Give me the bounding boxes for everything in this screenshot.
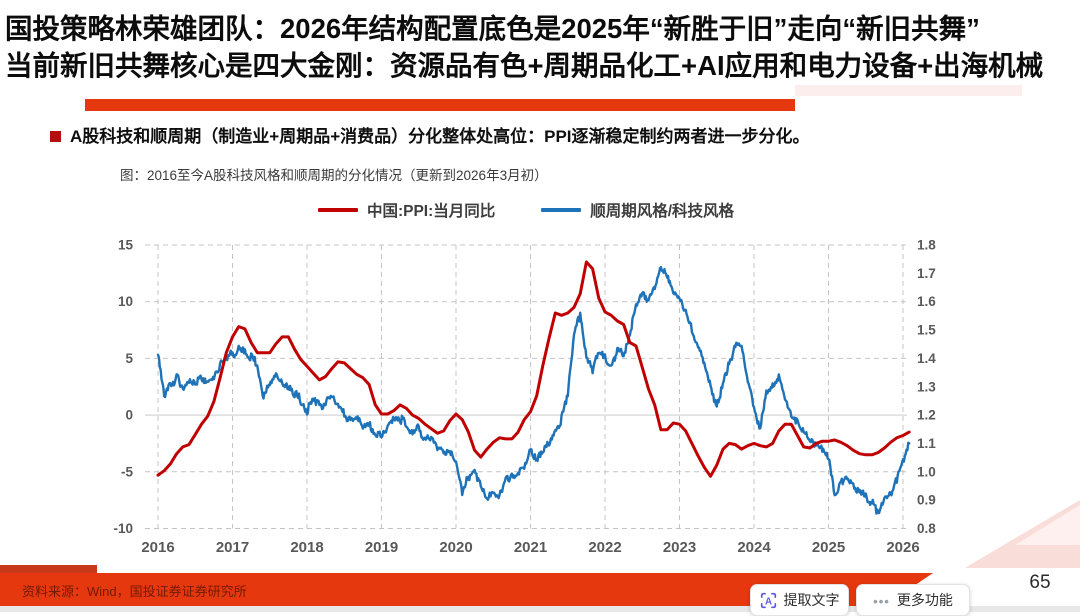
x-axis-tick: 2026 bbox=[886, 539, 919, 556]
ratio-series-line bbox=[156, 265, 911, 515]
x-axis-tick: 2018 bbox=[290, 539, 323, 556]
slide-title-line-1: 国投策略林荣雄团队：2026年结构配置底色是2025年“新胜于旧”走向“新旧共舞… bbox=[5, 13, 980, 44]
left-axis-tick: 15 bbox=[118, 238, 134, 253]
decorative-pink-strip bbox=[795, 85, 1022, 96]
legend-item-ratio: 顺周期风格/科技风格 bbox=[541, 199, 734, 221]
left-axis-tick: 10 bbox=[118, 294, 133, 309]
more-features-label: 更多功能 bbox=[896, 592, 953, 608]
right-axis-tick: 1.1 bbox=[917, 436, 936, 451]
slide-title: 国投策略林荣雄团队：2026年结构配置底色是2025年“新胜于旧”走向“新旧共舞… bbox=[5, 10, 1080, 84]
chart-legend: 中国:PPI:当月同比 顺周期风格/科技风格 bbox=[145, 199, 907, 221]
x-axis-tick: 2016 bbox=[141, 539, 174, 556]
x-axis-tick: 2024 bbox=[737, 539, 771, 556]
x-axis-tick: 2025 bbox=[812, 539, 845, 556]
right-axis-tick: 1.8 bbox=[917, 238, 936, 253]
left-axis-tick: -5 bbox=[121, 464, 133, 479]
bullet-marker bbox=[50, 131, 61, 142]
ocr-scan-icon: A bbox=[760, 592, 776, 608]
left-axis-tick: -10 bbox=[113, 521, 133, 536]
extract-text-button[interactable]: A 提取文字 bbox=[750, 584, 849, 616]
x-axis-tick: 2021 bbox=[514, 539, 547, 556]
left-axis-tick: 5 bbox=[125, 351, 133, 366]
x-axis-tick: 2023 bbox=[663, 539, 696, 556]
red-line-swatch bbox=[317, 208, 358, 212]
right-axis-tick: 0.8 bbox=[917, 521, 936, 536]
right-axis-tick: 1.6 bbox=[917, 294, 936, 309]
more-dots-icon: ••• bbox=[873, 593, 890, 609]
chart-caption: 图：2016至今A股科技风格和顺周期的分化情况（更新到2026年3月初） bbox=[120, 168, 548, 183]
svg-text:A: A bbox=[764, 596, 771, 607]
bullet-text: A股科技和顺周期（制造业+周期品+消费品）分化整体处高位：PPI逐渐稳定制约两者… bbox=[70, 127, 810, 146]
x-axis-tick: 2019 bbox=[365, 539, 398, 556]
extract-text-label: 提取文字 bbox=[783, 592, 840, 608]
title-underline-bar bbox=[85, 99, 795, 111]
legend-label-ratio: 顺周期风格/科技风格 bbox=[590, 203, 735, 220]
right-axis-tick: 1.2 bbox=[917, 408, 936, 423]
left-axis-tick: 0 bbox=[125, 408, 133, 423]
x-axis-tick: 2017 bbox=[216, 539, 249, 556]
source-note: 资料来源：Wind，国投证券证券研究所 bbox=[22, 584, 247, 599]
right-axis-tick: 1.5 bbox=[917, 323, 936, 338]
right-axis-tick: 1.7 bbox=[917, 266, 936, 281]
legend-label-ppi: 中国:PPI:当月同比 bbox=[366, 203, 496, 220]
ppi-series-line bbox=[156, 260, 911, 478]
x-axis-tick: 2020 bbox=[439, 539, 472, 556]
page-number: 65 bbox=[1029, 572, 1051, 593]
ppi-vs-style-line-chart: 15 10 5 0 -5 -10 1.8 1.7 1.6 1.5 1.4 1.3 1.2 1.1 1.0 0.… bbox=[113, 238, 936, 557]
blue-line-swatch bbox=[541, 208, 582, 212]
legend-item-ppi: 中国:PPI:当月同比 bbox=[317, 199, 496, 221]
right-axis-tick: 1.0 bbox=[917, 464, 936, 479]
bottom-edge-strip bbox=[0, 606, 1080, 612]
right-axis-tick: 1.4 bbox=[917, 351, 936, 366]
slide-title-line-2: 当前新旧共舞核心是四大金刚：资源品有色+周期品化工+AI应用和电力设备+出海机械 bbox=[5, 50, 1044, 81]
more-features-button[interactable]: ••• 更多功能 bbox=[856, 584, 970, 616]
footer-accent-tab bbox=[0, 565, 97, 574]
right-axis-tick: 1.3 bbox=[917, 379, 936, 394]
x-axis-tick: 2022 bbox=[588, 539, 621, 556]
right-axis-tick: 0.9 bbox=[917, 493, 936, 508]
